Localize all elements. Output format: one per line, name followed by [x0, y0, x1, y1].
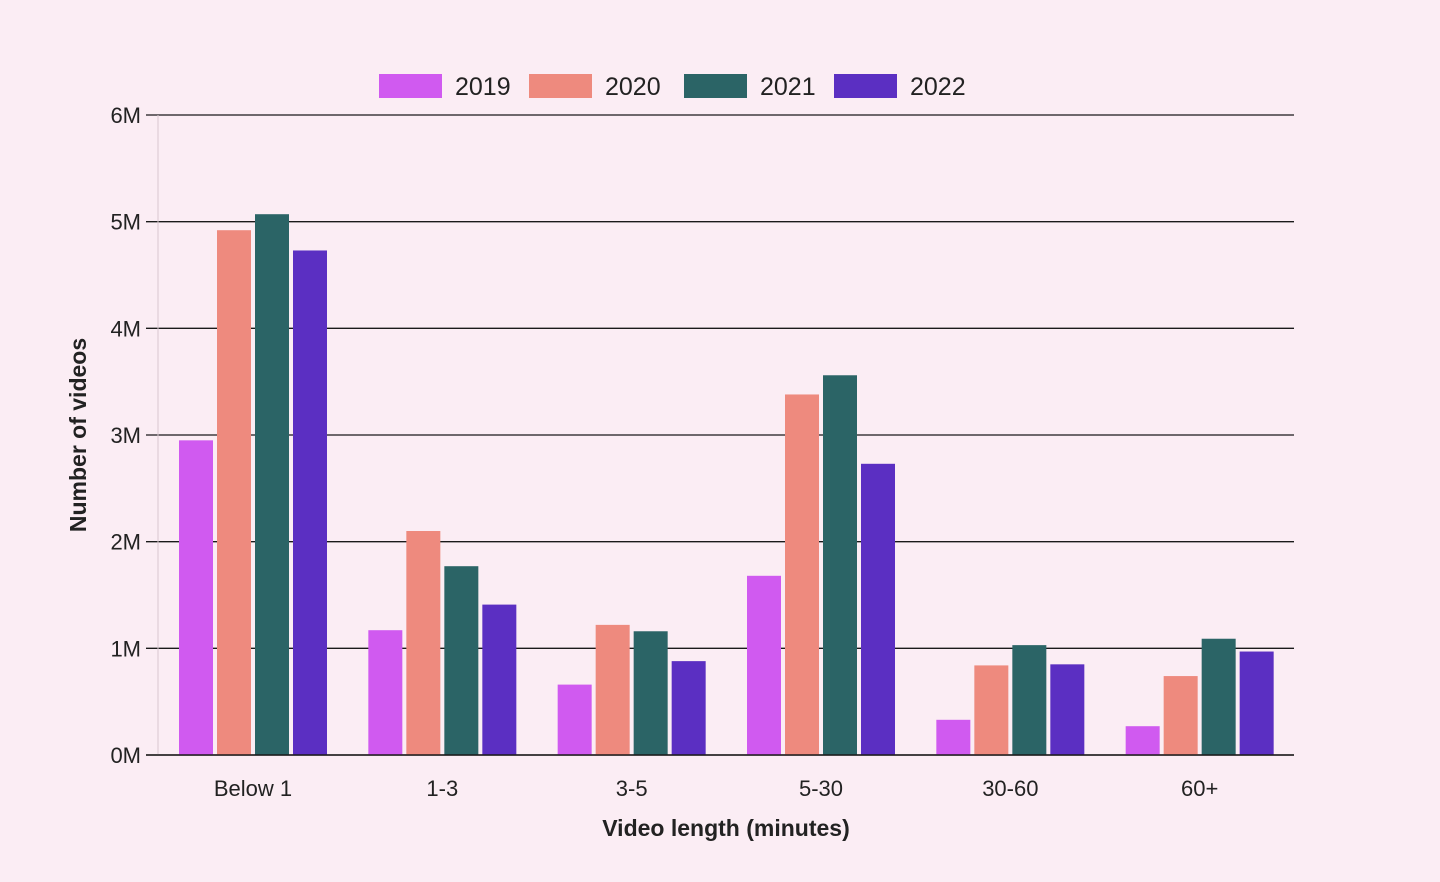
legend: 2019 2020 2021 2022: [379, 73, 966, 101]
x-tick-label: 5-30: [799, 776, 843, 801]
legend-swatch-2019: [379, 74, 442, 98]
y-tick-label: 2M: [110, 530, 141, 555]
legend-swatch-2021: [684, 74, 747, 98]
y-tick-label: 5M: [110, 210, 141, 235]
x-tick-label: Below 1: [214, 776, 292, 801]
x-tick-label: 60+: [1181, 776, 1218, 801]
bar-2021-below-1: [255, 214, 289, 755]
y-tick-label: 0M: [110, 743, 141, 768]
bar-2020-5-30: [785, 394, 819, 755]
bar-2021-60-: [1201, 638, 1236, 755]
bar-2020-3-5: [595, 624, 630, 755]
y-axis-title: Number of videos: [65, 338, 91, 532]
legend-label-2021: 2021: [760, 73, 816, 101]
bar-2021-30-60: [1012, 645, 1047, 755]
y-tick-label: 6M: [110, 103, 141, 128]
bar-2019-60-: [1125, 726, 1160, 755]
bar-2019-5-30: [747, 575, 781, 755]
x-tick-label: 1-3: [426, 776, 458, 801]
gridlines: [146, 114, 1294, 756]
bar-2022-30-60: [1050, 664, 1085, 755]
bar-2020-1-3: [406, 531, 441, 755]
legend-label-2022: 2022: [910, 73, 966, 101]
bar-2022-3-5: [671, 661, 706, 755]
bar-2022-1-3: [482, 604, 517, 755]
bar-2020-60-: [1163, 676, 1198, 755]
bar-2021-3-5: [633, 631, 668, 755]
legend-swatch-2022: [834, 74, 897, 98]
legend-label-2019: 2019: [455, 73, 511, 101]
bar-2022-below-1: [293, 250, 327, 755]
bar-2019-3-5: [557, 684, 592, 755]
bar-2022-5-30: [861, 463, 895, 755]
bar-2019-1-3: [368, 630, 403, 755]
bar-2022-60-: [1239, 651, 1274, 755]
bar-2020-below-1: [217, 230, 251, 755]
y-tick-label: 3M: [110, 423, 141, 448]
bar-2019-below-1: [179, 440, 213, 755]
bar-2019-30-60: [936, 719, 971, 755]
x-tick-label: 30-60: [982, 776, 1038, 801]
bar-2021-5-30: [823, 375, 857, 755]
legend-swatch-2020: [529, 74, 592, 98]
y-tick-label: 1M: [110, 636, 141, 661]
x-axis-ticks: Below 1 1-3 3-5 5-30 30-60 60+: [214, 776, 1218, 801]
y-tick-label: 4M: [110, 316, 141, 341]
bars: [146, 214, 1294, 756]
y-axis-ticks: 0M 1M 2M 3M 4M 5M 6M: [110, 103, 141, 768]
x-tick-label: 3-5: [616, 776, 648, 801]
bar-2021-1-3: [444, 566, 479, 755]
bar-2020-30-60: [974, 665, 1009, 755]
x-axis-title: Video length (minutes): [602, 815, 849, 841]
legend-label-2020: 2020: [605, 73, 661, 101]
